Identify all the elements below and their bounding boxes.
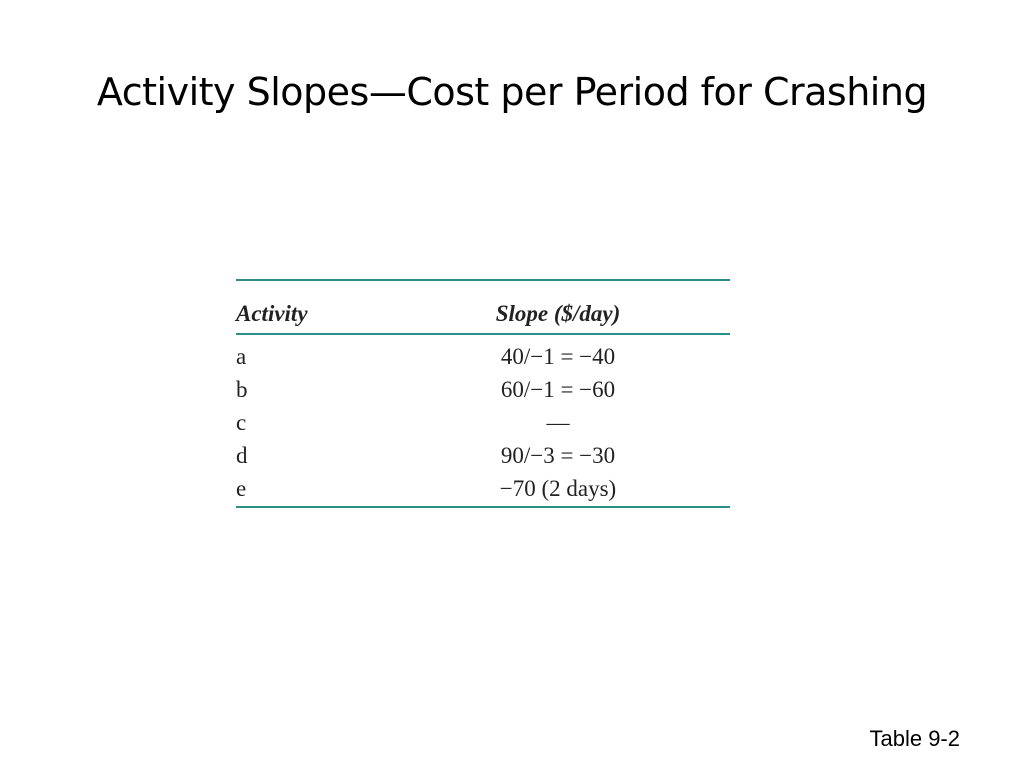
activity-cell: e xyxy=(236,473,386,508)
activity-cell: b xyxy=(236,377,248,402)
slope-cell: 60/−1 = −60 xyxy=(500,377,616,402)
activity-cell: a xyxy=(236,344,247,369)
activity-cell: d xyxy=(236,443,248,468)
column-header: Slope ($/day) xyxy=(386,279,730,335)
table-row: b 60/−1 = −60 xyxy=(236,374,730,407)
caption: Table 9-2 xyxy=(869,726,960,751)
slope-table: Activity Slope ($/day) a 40/−1 = −40 b 60/−… xyxy=(236,279,730,508)
table-row: e −70 (2 days) xyxy=(236,473,730,508)
table-row: a 40/−1 = −40 xyxy=(236,334,730,374)
slope-cell: 40/−1 = −40 xyxy=(500,344,616,369)
header-row: Activity Slope ($/day) xyxy=(236,279,730,335)
column-header: Activity xyxy=(236,279,386,335)
table-row: d 90/−3 = −30 xyxy=(236,440,730,473)
activity-cell: c xyxy=(236,410,247,435)
table-row: c — xyxy=(236,407,730,440)
title: Activity Slopes—Cost per Period for Cras… xyxy=(96,70,928,114)
slope-cell: 90/−3 = −30 xyxy=(500,443,616,468)
slope-cell: −70 (2 days) xyxy=(386,473,730,508)
slope-cell: — xyxy=(546,410,570,435)
